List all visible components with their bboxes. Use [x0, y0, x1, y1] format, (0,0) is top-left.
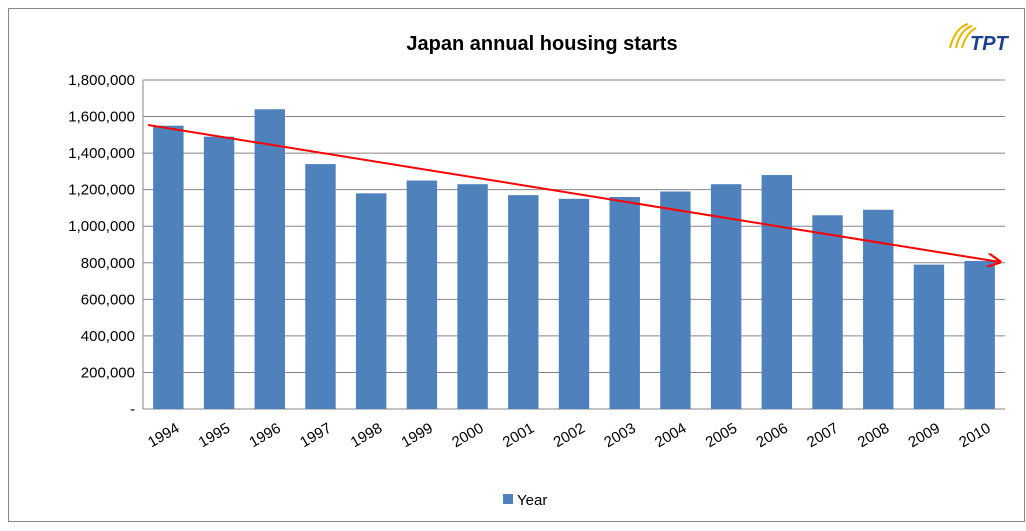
bar	[508, 195, 539, 409]
logo-icon	[949, 23, 977, 49]
bar	[863, 209, 894, 409]
bar	[457, 184, 488, 409]
bar	[913, 264, 945, 409]
y-tick-label: 600,000	[81, 291, 135, 308]
bar	[964, 260, 995, 409]
y-tick-label: -	[130, 401, 135, 418]
trend-arrow	[147, 124, 1000, 262]
legend-label: Year	[517, 492, 547, 509]
bar	[812, 215, 843, 409]
y-tick-label: 400,000	[81, 328, 135, 345]
bar	[203, 136, 235, 409]
y-tick-label: 1,600,000	[68, 109, 135, 126]
y-tick-label: 1,000,000	[68, 218, 135, 235]
bar	[710, 184, 742, 409]
y-tick-label: 1,800,000	[68, 72, 135, 89]
y-tick-label: 1,200,000	[68, 182, 135, 199]
legend-swatch	[503, 494, 513, 504]
y-tick-label: 1,400,000	[68, 145, 135, 162]
bar	[761, 175, 793, 409]
bar	[254, 109, 285, 409]
logo: TPT	[970, 33, 1010, 55]
bar	[660, 191, 691, 409]
bar	[305, 164, 336, 409]
bar	[558, 198, 590, 409]
bar	[355, 193, 387, 409]
bar	[153, 125, 184, 409]
chart-title: Japan annual housing starts	[406, 33, 677, 55]
y-tick-label: 800,000	[81, 255, 135, 272]
bar	[609, 196, 640, 409]
y-tick-label: 200,000	[81, 364, 135, 381]
bar	[406, 180, 438, 409]
